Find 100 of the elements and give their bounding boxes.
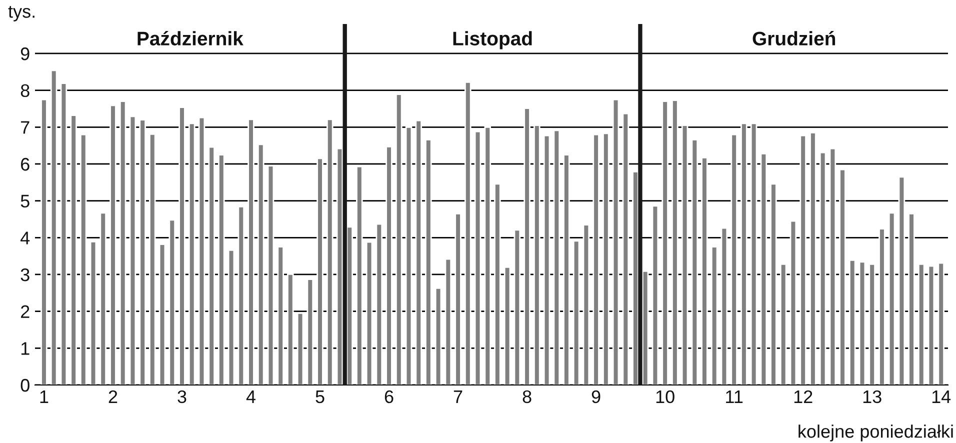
x-tick-label: 14 [932, 390, 951, 403]
bar [691, 138, 698, 385]
bar [474, 130, 482, 385]
bar [326, 118, 334, 385]
bar [878, 228, 886, 385]
bar [701, 157, 708, 385]
bar [198, 116, 206, 385]
bar [888, 212, 896, 385]
bar [70, 114, 77, 385]
y-axis-title: tys. [8, 6, 34, 22]
bar [938, 262, 944, 385]
bar [376, 223, 383, 385]
bar [434, 287, 442, 385]
bar [484, 126, 492, 385]
bar [494, 183, 501, 385]
bar [454, 213, 462, 385]
x-tick-label: 13 [863, 390, 882, 404]
bar [563, 154, 570, 385]
bar [257, 144, 264, 385]
bar [119, 100, 126, 385]
bar [710, 246, 718, 385]
x-tick-label: 12 [794, 390, 812, 403]
bar [730, 134, 738, 385]
bar [524, 108, 530, 385]
bar [622, 112, 630, 385]
bar [267, 165, 274, 385]
bar [928, 265, 935, 385]
bar [829, 148, 836, 385]
bar [740, 122, 748, 385]
bar [868, 263, 876, 385]
bar [662, 100, 668, 385]
bar [40, 98, 48, 385]
bar [444, 258, 452, 385]
bar [553, 130, 560, 385]
bar [720, 227, 728, 385]
x-tick-label: 1 [40, 390, 48, 403]
bar [504, 266, 511, 385]
bar [918, 263, 925, 385]
y-tick-label: 2 [21, 305, 30, 318]
bar [898, 176, 906, 385]
y-tick-label: 9 [20, 47, 30, 60]
bar [810, 132, 816, 385]
bar [780, 263, 787, 385]
bar [760, 152, 768, 385]
x-tick-label: 8 [522, 390, 532, 404]
bar [238, 206, 245, 385]
bar [386, 146, 392, 385]
bar [602, 132, 610, 385]
bar [652, 205, 659, 385]
x-tick-label: 7 [454, 390, 462, 403]
bar [848, 259, 856, 385]
bar [405, 126, 412, 385]
bar [672, 100, 678, 385]
annotation: Październik [138, 31, 244, 46]
bar [228, 249, 235, 385]
bar [60, 82, 68, 385]
bar [316, 158, 324, 385]
bar [80, 134, 87, 385]
bar [819, 152, 826, 385]
bar [356, 166, 363, 385]
bar [296, 312, 304, 385]
bar [681, 124, 688, 385]
bar [750, 122, 758, 385]
x-tick-label: 4 [246, 390, 256, 403]
bar [839, 168, 846, 385]
y-tick-label: 1 [21, 342, 30, 355]
bar [770, 183, 777, 385]
bar [248, 118, 254, 385]
bar [158, 244, 166, 385]
bar [110, 104, 116, 385]
bar [218, 154, 225, 385]
bar [208, 146, 215, 385]
y-tick-label: 3 [20, 268, 30, 282]
y-tick-label: 4 [20, 232, 30, 244]
bar [139, 119, 146, 385]
bar [592, 134, 600, 385]
bar [129, 116, 136, 385]
annotation: Listopad [453, 31, 532, 50]
bar [188, 122, 196, 385]
bar [514, 229, 521, 385]
x-tick-label: 10 [656, 390, 674, 404]
bar [572, 240, 580, 385]
bar [148, 133, 156, 385]
bar [306, 278, 314, 385]
y-tick-label: 0 [20, 378, 30, 392]
bar [858, 261, 866, 385]
x-tick-label: 2 [108, 390, 118, 403]
y-tick-label: 7 [21, 121, 30, 134]
x-tick-label: 5 [316, 390, 324, 404]
bar [534, 124, 540, 385]
bar [396, 94, 402, 385]
annotation: Grudzień [752, 31, 836, 46]
bar [178, 106, 186, 385]
bar [336, 148, 344, 385]
y-tick-label: 6 [21, 158, 30, 171]
y-tick-label: 8 [20, 84, 30, 98]
x-tick-label: 6 [384, 390, 394, 404]
bar [800, 134, 806, 385]
bar [415, 120, 422, 385]
bar [790, 220, 797, 385]
